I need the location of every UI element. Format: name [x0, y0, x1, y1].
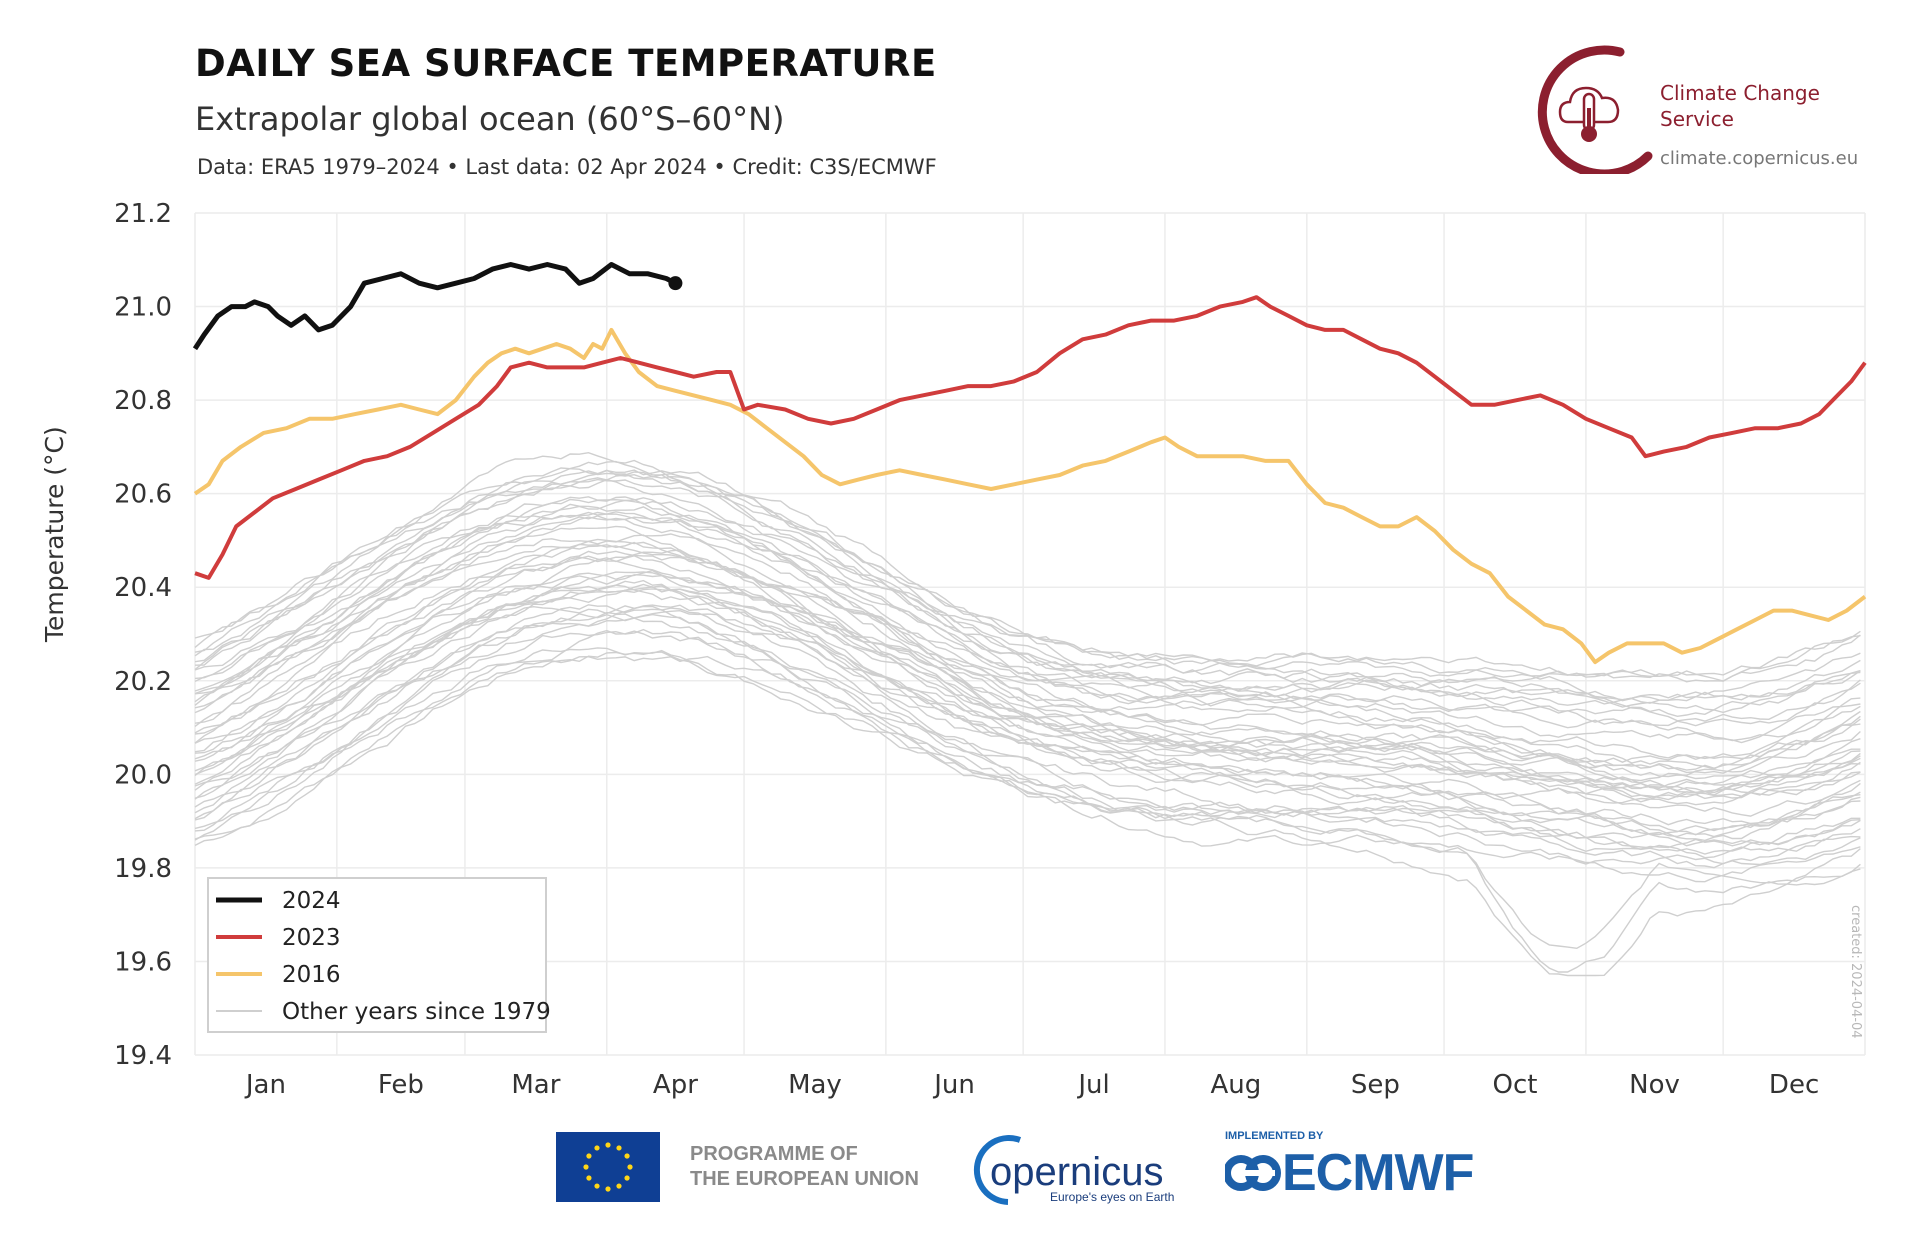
eu-star	[586, 1175, 592, 1181]
legend: 2024 2023 2016 Other years since 1979	[207, 877, 551, 1033]
eu-star	[616, 1183, 622, 1189]
other-year-line	[194, 604, 1861, 853]
x-tick-label: Sep	[1351, 1070, 1400, 1100]
x-tick-label: Jul	[1076, 1070, 1109, 1100]
y-tick-label: 19.4	[114, 1041, 172, 1071]
eu-star	[624, 1175, 630, 1181]
other-year-line	[194, 555, 1861, 796]
other-year-line	[194, 541, 1861, 778]
other-year-line	[194, 588, 1861, 836]
other-year-line	[194, 609, 1861, 865]
other-year-line	[194, 515, 1861, 770]
other-year-line	[194, 629, 1861, 883]
c3s-logo-icon[interactable]	[1520, 44, 1670, 174]
y-tick-label: 21.2	[114, 199, 172, 229]
x-tick-label: Dec	[1769, 1070, 1819, 1100]
other-year-line	[194, 503, 1861, 742]
x-tick-label: Mar	[511, 1070, 560, 1100]
other-year-line	[194, 525, 1861, 774]
other-year-line	[194, 655, 1861, 950]
implemented-by-label: IMPLEMENTED BY	[1225, 1130, 1324, 1142]
y-tick-label: 21.0	[114, 293, 172, 323]
legend-label-2023[interactable]: 2023	[282, 925, 341, 951]
chart-title: DAILY SEA SURFACE TEMPERATURE	[195, 42, 937, 85]
other-year-line	[194, 579, 1861, 799]
y-tick-labels: 21.2 21.0 20.8 20.6 20.4 20.2 20.0 19.8 19.6 19.4	[114, 199, 172, 1071]
y-tick-label: 20.4	[114, 573, 172, 603]
chart-subtitle: Extrapolar global ocean (60°S–60°N)	[195, 100, 785, 138]
y-tick-label: 19.8	[114, 854, 172, 884]
series-line-2016[interactable]	[193, 327, 1867, 665]
eu-line-1: PROGRAMME OF	[690, 1143, 858, 1165]
other-year-line	[194, 451, 1861, 691]
ecmwf-logo-icon	[1225, 1155, 1281, 1191]
other-year-line	[194, 499, 1861, 744]
eu-star	[616, 1145, 622, 1151]
eu-star	[605, 1142, 611, 1148]
other-year-line	[194, 571, 1861, 826]
legend-box	[207, 877, 547, 1033]
x-tick-label: Jun	[932, 1070, 975, 1100]
eu-programme-text: PROGRAMME OF THE EUROPEAN UNION	[690, 1142, 919, 1192]
eu-star	[594, 1145, 600, 1151]
grid	[194, 212, 1866, 1056]
data-caption: Data: ERA5 1979–2024 • Last data: 02 Apr…	[197, 155, 937, 179]
other-year-line	[194, 555, 1861, 790]
eu-star	[583, 1164, 589, 1170]
last-data-point[interactable]	[668, 276, 683, 291]
x-tick-label: Nov	[1629, 1070, 1680, 1100]
other-year-line	[194, 584, 1861, 836]
series-line-2023[interactable]	[194, 295, 1867, 580]
y-tick-label: 19.6	[114, 947, 172, 977]
eu-star	[594, 1183, 600, 1189]
other-year-line	[194, 628, 1861, 859]
legend-label-other[interactable]: Other years since 1979	[282, 999, 551, 1025]
legend-label-2024[interactable]: 2024	[282, 888, 341, 914]
copernicus-wordmark[interactable]: opernicus	[990, 1150, 1164, 1194]
eu-star	[627, 1164, 633, 1170]
other-year-line	[194, 467, 1861, 714]
x-tick-labels: Jan Feb Mar Apr May Jun Jul Aug Sep Oct Nov Dec	[244, 1070, 1819, 1100]
other-year-line	[194, 550, 1861, 791]
series-line-2024[interactable]	[192, 262, 677, 351]
eu-flag-icon	[556, 1132, 660, 1202]
other-year-line	[194, 496, 1861, 729]
x-tick-label: Jan	[244, 1070, 286, 1100]
legend-label-2016[interactable]: 2016	[282, 962, 341, 988]
c3s-url[interactable]: climate.copernicus.eu	[1660, 148, 1859, 169]
y-tick-label: 20.6	[114, 480, 172, 510]
x-tick-label: Aug	[1210, 1070, 1261, 1100]
other-year-line	[194, 583, 1861, 842]
eu-star	[624, 1153, 630, 1159]
eu-star	[605, 1186, 611, 1192]
highlight-series	[192, 262, 1867, 665]
y-tick-label: 20.0	[114, 760, 172, 790]
other-year-line	[194, 647, 1861, 973]
other-year-line	[194, 586, 1861, 806]
other-year-line	[194, 516, 1861, 782]
other-year-line	[194, 651, 1861, 977]
c3s-name: Climate Change Service	[1660, 81, 1820, 131]
y-tick-label: 20.8	[114, 386, 172, 416]
x-tick-label: Apr	[653, 1070, 698, 1100]
copernicus-tagline: Europe's eyes on Earth	[1050, 1190, 1175, 1204]
other-years-lines	[194, 451, 1861, 977]
x-tick-label: Oct	[1493, 1070, 1538, 1100]
y-tick-label: 20.2	[114, 667, 172, 697]
eu-star	[586, 1153, 592, 1159]
other-year-line	[194, 460, 1861, 682]
x-tick-label: Feb	[378, 1070, 424, 1100]
copernicus-logo-icon	[973, 1135, 1022, 1205]
eu-line-2: THE EUROPEAN UNION	[690, 1168, 919, 1190]
other-year-line	[194, 471, 1861, 683]
other-year-line	[194, 496, 1861, 763]
ecmwf-wordmark[interactable]: ECMWF	[1282, 1144, 1474, 1202]
x-tick-label: May	[788, 1070, 842, 1100]
other-year-line	[194, 511, 1861, 722]
other-year-line	[194, 538, 1861, 793]
other-year-line	[194, 613, 1861, 869]
other-year-line	[194, 534, 1861, 771]
